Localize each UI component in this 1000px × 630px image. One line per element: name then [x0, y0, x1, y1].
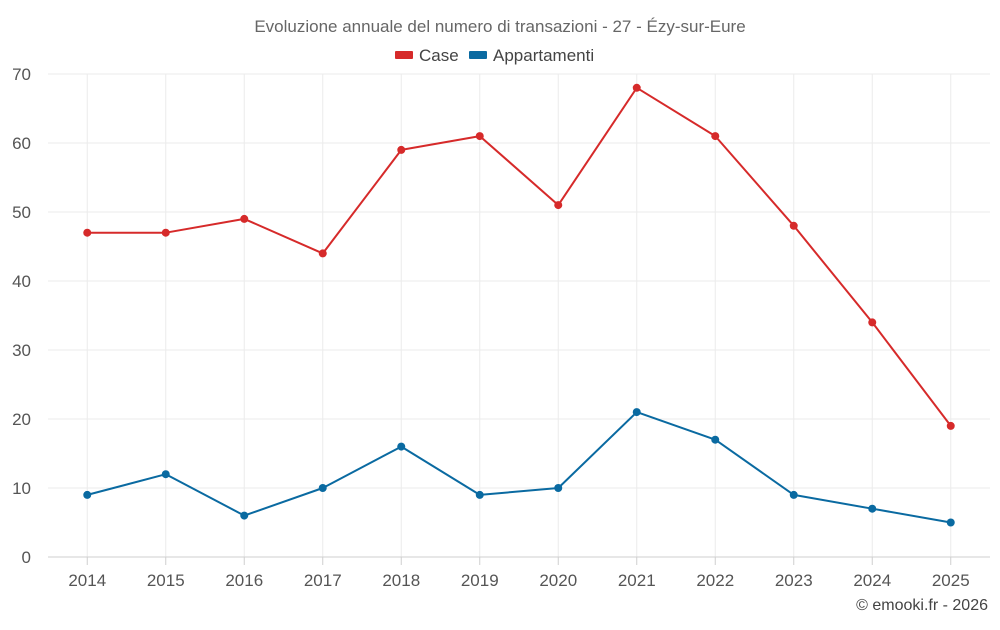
data-point-appartamenti[interactable] [711, 435, 720, 444]
data-point-appartamenti[interactable] [161, 470, 170, 479]
series-appartamenti [83, 408, 955, 527]
y-tick-label: 0 [22, 548, 31, 567]
x-tick-label: 2022 [696, 571, 734, 590]
x-tick-label: 2017 [304, 571, 342, 590]
copyright-credit: © emooki.fr - 2026 [856, 597, 988, 614]
x-tick-label: 2016 [225, 571, 263, 590]
chart-title: Evoluzione annuale del numero di transaz… [254, 17, 745, 36]
data-point-appartamenti[interactable] [318, 484, 327, 492]
data-point-case[interactable] [868, 318, 877, 327]
data-point-case[interactable] [946, 421, 955, 430]
data-point-appartamenti[interactable] [475, 490, 484, 499]
series-line-case [87, 86, 952, 427]
data-point-case[interactable] [789, 221, 798, 230]
axes: 0 10 20 30 40 50 60 70 2014 2015 2016 2017 2018 2019 2… [12, 65, 990, 590]
x-tick-label: 2023 [775, 571, 813, 590]
legend-label-case: Case [419, 46, 459, 65]
series-case [83, 83, 955, 430]
data-point-appartamenti[interactable] [868, 504, 877, 513]
y-tick-label: 40 [12, 272, 31, 291]
data-point-case[interactable] [711, 132, 720, 141]
x-tick-label: 2018 [382, 571, 420, 590]
x-tick-label: 2021 [618, 571, 656, 590]
y-tick-label: 50 [12, 203, 31, 222]
legend[interactable]: Case Appartamenti [395, 46, 594, 65]
legend-label-appartamenti: Appartamenti [493, 46, 594, 65]
y-tick-label: 60 [12, 134, 31, 153]
x-tick-label: 2024 [853, 571, 891, 590]
data-point-case[interactable] [161, 228, 170, 237]
data-point-appartamenti[interactable] [789, 490, 798, 499]
data-point-case[interactable] [397, 145, 406, 154]
legend-swatch-appartamenti [469, 51, 487, 59]
data-point-appartamenti[interactable] [554, 484, 563, 492]
y-tick-label: 70 [12, 65, 31, 84]
data-point-appartamenti[interactable] [83, 490, 92, 499]
data-point-appartamenti[interactable] [397, 442, 406, 451]
data-point-case[interactable] [83, 228, 92, 237]
data-point-case[interactable] [475, 132, 484, 141]
x-tick-label: 2015 [147, 571, 185, 590]
gridlines [48, 73, 990, 557]
data-point-case[interactable] [632, 83, 641, 92]
legend-swatch-case [395, 51, 413, 59]
data-point-case[interactable] [240, 214, 249, 223]
y-tick-label: 10 [12, 479, 31, 498]
x-tick-label: 2020 [539, 571, 577, 590]
data-point-appartamenti[interactable] [240, 511, 249, 520]
legend-item-appartamenti[interactable]: Appartamenti [469, 46, 594, 65]
x-tick-label: 2019 [461, 571, 499, 590]
x-tick-label: 2014 [68, 571, 106, 590]
y-tick-label: 30 [12, 341, 31, 360]
legend-item-case[interactable]: Case [395, 46, 459, 65]
data-point-case[interactable] [554, 201, 563, 210]
data-point-appartamenti[interactable] [632, 408, 641, 417]
data-point-case[interactable] [318, 249, 327, 258]
series-layer [83, 83, 955, 527]
data-point-appartamenti[interactable] [946, 518, 955, 527]
y-tick-label: 20 [12, 410, 31, 429]
x-tick-label: 2025 [932, 571, 970, 590]
series-line-appartamenti [87, 411, 951, 524]
